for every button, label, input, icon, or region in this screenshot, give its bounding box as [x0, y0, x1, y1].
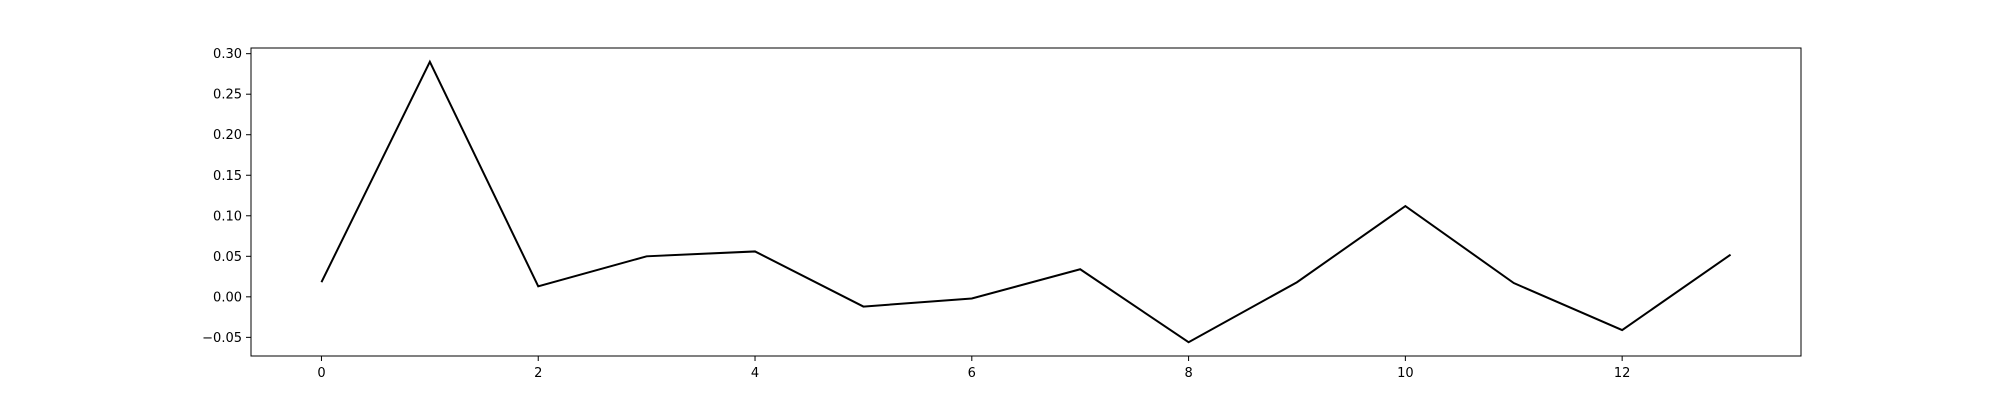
- x-axis: 0 2 4 6 8 10 12: [317, 356, 1630, 381]
- x-tick-label: 4: [751, 366, 759, 381]
- y-tick-label: 0.00: [213, 290, 242, 305]
- y-tick-label: 0.20: [213, 128, 242, 143]
- series-line: [320, 59, 1732, 344]
- x-tick-label: 10: [1397, 366, 1414, 381]
- x-tick-label: 0: [317, 366, 325, 381]
- x-tick-label: 12: [1614, 366, 1631, 381]
- y-tick-label: 0.10: [213, 209, 242, 224]
- x-tick-label: 2: [534, 366, 542, 381]
- x-tick-label: 8: [1184, 366, 1192, 381]
- plot-frame: [250, 47, 1802, 357]
- x-tick-label: 6: [968, 366, 976, 381]
- y-tick-label: 0.25: [213, 88, 242, 103]
- y-tick-label: 0.05: [213, 250, 242, 265]
- y-tick-label: 0.15: [213, 169, 242, 184]
- y-tick-label: 0.30: [213, 47, 242, 62]
- series-layer: [320, 59, 1732, 344]
- y-tick-label: −0.05: [202, 331, 242, 346]
- y-axis: −0.05 0.00 0.05 0.10 0.15 0.20 0.25 0.30: [202, 47, 251, 346]
